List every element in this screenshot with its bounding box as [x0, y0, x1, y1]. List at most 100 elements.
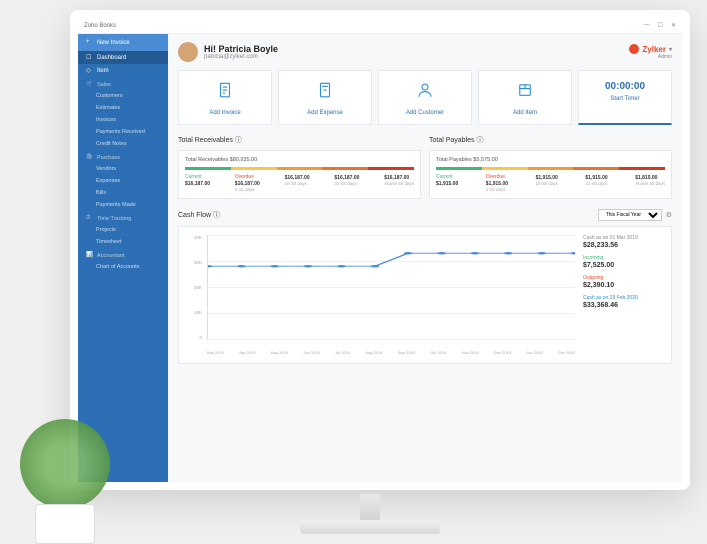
payables-title: Total Payables ⓘ	[429, 135, 672, 145]
cashflow-chart: 40K30K20K10K0 Mar 2019Apr 2019May 2019Ju…	[187, 235, 575, 355]
sidebar-purchase-bills[interactable]: Bills	[78, 187, 168, 199]
sidebar-sales-credit-notes[interactable]: Credit Notes	[78, 138, 168, 150]
sidebar-time-head[interactable]: ⏱ Time Tracking	[78, 211, 168, 224]
aging-bucket: $1,915.0016-30 days	[536, 174, 558, 192]
sidebar-new-invoice[interactable]: + New Invoice	[78, 34, 168, 51]
sidebar-sales-estimates[interactable]: Estimates	[78, 102, 168, 114]
payables-panel: Total Payables ⓘ Total Payables $5,575.0…	[429, 135, 672, 199]
add-item-label: Add Item	[483, 110, 567, 116]
sidebar-item-label: Item	[97, 68, 109, 74]
cashflow-period-select[interactable]: This Fiscal Year	[598, 209, 662, 221]
purchase-icon: 🛍	[86, 154, 93, 161]
sidebar-time-timesheet[interactable]: Timesheet	[78, 236, 168, 248]
sidebar-acct-chart-of-accounts[interactable]: Chart of Accounts	[78, 261, 168, 273]
cf-open-label: Cash as on 01 Mar 2019	[583, 235, 663, 241]
start-timer-card[interactable]: 00:00:00 Start Timer	[578, 70, 672, 125]
sidebar-sales-head[interactable]: 🛒 Sales	[78, 77, 168, 90]
main-content: Hi! Patricia Boyle patricia@zylker.com Z…	[168, 34, 682, 482]
app-window: Zoho Books — ☐ ✕ + New Invoice ☐ Dashboa…	[70, 10, 690, 490]
decorative-plant	[0, 404, 140, 544]
sidebar-sales-invoices[interactable]: Invoices	[78, 114, 168, 126]
sidebar-purchase-vendors[interactable]: Vendors	[78, 163, 168, 175]
receivables-title: Total Receivables ⓘ	[178, 135, 421, 145]
clock-icon: ⏱	[86, 215, 93, 222]
expense-icon	[283, 81, 367, 104]
add-customer-card[interactable]: Add Customer	[378, 70, 472, 125]
avatar[interactable]	[178, 42, 198, 62]
sidebar-purchase-expenses[interactable]: Expenses	[78, 175, 168, 187]
receivables-total: Total Receivables $80,935.00	[185, 157, 414, 163]
quick-actions: Add Invoice Add Expense Add Customer	[178, 70, 672, 125]
close-icon[interactable]: ✕	[671, 22, 676, 29]
page-header: Hi! Patricia Boyle patricia@zylker.com Z…	[178, 42, 672, 62]
cf-out-val: $2,390.10	[583, 282, 663, 289]
payables-total: Total Payables $5,575.00	[436, 157, 665, 163]
add-expense-label: Add Expense	[283, 110, 367, 116]
add-invoice-card[interactable]: Add Invoice	[178, 70, 272, 125]
titlebar: Zoho Books — ☐ ✕	[78, 18, 682, 34]
dashboard-icon: ☐	[86, 54, 93, 61]
cf-open-val: $28,233.56	[583, 242, 663, 249]
sidebar-dashboard-label: Dashboard	[97, 55, 126, 61]
chart-plot	[207, 235, 575, 340]
sidebar-item[interactable]: ◇ Item	[78, 64, 168, 77]
cf-close-val: $33,368.46	[583, 302, 663, 309]
chevron-down-icon: ▾	[669, 46, 672, 53]
brand-icon	[629, 44, 639, 54]
minimize-icon[interactable]: —	[644, 22, 650, 29]
item-box-icon	[483, 81, 567, 104]
aging-bucket: Overdue$16,187.001-15 days	[235, 174, 260, 192]
x-axis: Mar 2019Apr 2019May 2019Jun 2019Jul 2019…	[207, 350, 575, 355]
user-role: Admin	[629, 54, 672, 60]
cf-close-label: Cash as on 29 Feb 2020	[583, 295, 663, 301]
aging-bucket: $1,915.0031-45 days	[585, 174, 607, 192]
cashflow-title: Cash Flow ⓘ	[178, 210, 220, 220]
sidebar-time-projects[interactable]: Projects	[78, 224, 168, 236]
sidebar-dashboard[interactable]: ☐ Dashboard	[78, 51, 168, 64]
customer-icon	[383, 81, 467, 104]
sidebar-sales-customers[interactable]: Customers	[78, 90, 168, 102]
plus-icon: +	[86, 39, 93, 46]
greeting: Hi! Patricia Boyle	[204, 44, 278, 54]
aging-bucket: $16,187.0016-30 days	[285, 174, 310, 192]
payables-bar	[436, 167, 665, 170]
sidebar-new-label: New Invoice	[97, 40, 130, 46]
aging-bucket: Current$1,915.00	[436, 174, 458, 192]
sidebar-sales-payments-received[interactable]: Payments Received	[78, 126, 168, 138]
timer-display: 00:00:00	[583, 81, 667, 92]
cashflow-summary: Cash as on 01 Mar 2019 $28,233.56 Incomi…	[583, 235, 663, 355]
accountant-icon: 📊	[86, 252, 93, 259]
sidebar-purchase-payments-made[interactable]: Payments Made	[78, 199, 168, 211]
aging-bucket: $1,815.00Above 45 days	[635, 174, 665, 192]
invoice-icon	[183, 81, 267, 104]
sales-icon: 🛒	[86, 81, 93, 88]
cf-inc-val: $7,525.00	[583, 262, 663, 269]
cf-inc-label: Incoming	[583, 255, 663, 261]
add-invoice-label: Add Invoice	[183, 110, 267, 116]
user-email: patricia@zylker.com	[204, 54, 278, 60]
payables-aging: Current$1,915.00 Overdue$1,915.001-15 day…	[436, 174, 665, 192]
cashflow-section: Cash Flow ⓘ This Fiscal Year ⚙ 40K30K20K…	[178, 209, 672, 364]
org-brand[interactable]: Zylker ▾	[629, 44, 672, 54]
aging-bucket: Current$16,187.00	[185, 174, 210, 192]
start-timer-label: Start Timer	[583, 96, 667, 102]
aging-bucket: $16,187.0031-45 days	[334, 174, 359, 192]
cf-out-label: Outgoing	[583, 275, 663, 281]
add-item-card[interactable]: Add Item	[478, 70, 572, 125]
y-axis: 40K30K20K10K0	[187, 235, 205, 340]
monitor-stand	[280, 494, 460, 544]
aging-bucket: Overdue$1,915.001-15 days	[486, 174, 508, 192]
sidebar-acct-head[interactable]: 📊 Accountant	[78, 248, 168, 261]
titlebar-app-name: Zoho Books	[84, 23, 116, 29]
item-icon: ◇	[86, 67, 93, 74]
maximize-icon[interactable]: ☐	[658, 22, 663, 29]
aging-bucket: $16,187.00Above 45 days	[384, 174, 414, 192]
receivables-bar	[185, 167, 414, 170]
receivables-aging: Current$16,187.00 Overdue$16,187.001-15 d…	[185, 174, 414, 192]
receivables-panel: Total Receivables ⓘ Total Receivables $8…	[178, 135, 421, 199]
window-controls: — ☐ ✕	[644, 22, 676, 29]
settings-icon[interactable]: ⚙	[666, 211, 672, 219]
add-customer-label: Add Customer	[383, 110, 467, 116]
add-expense-card[interactable]: Add Expense	[278, 70, 372, 125]
sidebar-purchase-head[interactable]: 🛍 Purchase	[78, 150, 168, 163]
